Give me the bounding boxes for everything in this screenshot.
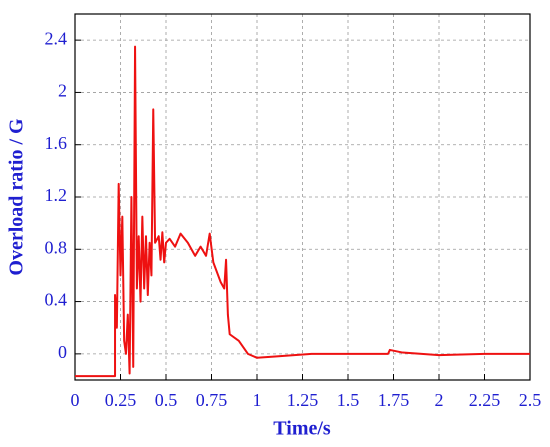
x-tick-label: 0.75 — [196, 390, 228, 410]
x-tick-label: 1.75 — [378, 390, 410, 410]
x-tick-label: 0 — [71, 390, 80, 410]
x-tick-label: 2.5 — [519, 390, 542, 410]
y-tick-label: 0.4 — [45, 290, 68, 310]
y-tick-label: 2.4 — [45, 28, 68, 48]
y-tick-label: 2 — [58, 81, 67, 101]
plot-frame — [74, 13, 531, 381]
data-line — [75, 45, 530, 378]
x-tick-label: 1 — [253, 390, 262, 410]
x-tick-label: 2.25 — [469, 390, 501, 410]
y-tick-label: 0.8 — [45, 237, 68, 257]
x-axis-title: Time/s — [273, 418, 331, 440]
x-tick-label: 1.25 — [287, 390, 319, 410]
y-tick-label: 1.6 — [45, 133, 68, 153]
x-tick-label: 1.5 — [337, 390, 360, 410]
y-tick-label: 0 — [58, 342, 67, 362]
y-tick-label: 1.2 — [45, 185, 68, 205]
y-axis-title: Overload ratio / G — [6, 118, 28, 276]
x-tick-label: 2 — [435, 390, 444, 410]
x-tick-label: 0.5 — [155, 390, 178, 410]
x-tick-label: 0.25 — [105, 390, 137, 410]
